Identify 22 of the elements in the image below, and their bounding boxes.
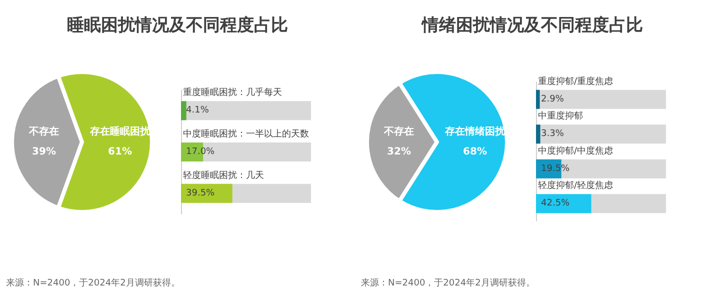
data-label: 39.5% bbox=[186, 188, 216, 198]
slice-label: 不存在 bbox=[383, 126, 414, 138]
data-label: 32% bbox=[387, 146, 411, 158]
y-tick-label: 重度抑郁/重度焦虑 bbox=[538, 76, 614, 87]
source-note: 来源：N=2400，于2024年2月调研获得。 bbox=[6, 278, 180, 288]
data-label: 61% bbox=[108, 146, 132, 158]
chart-title: 睡眠困扰情况及不同程度占比 bbox=[67, 16, 288, 36]
data-label: 2.9% bbox=[541, 94, 564, 104]
data-label: 39% bbox=[32, 146, 56, 158]
data-label: 3.3% bbox=[541, 129, 564, 140]
source-note: 来源：N=2400，于2024年2月调研获得。 bbox=[361, 278, 535, 288]
y-tick-label: 轻度抑郁/轻度焦虑 bbox=[538, 180, 614, 192]
y-tick-label: 中重度抑郁 bbox=[538, 110, 583, 122]
chart-title: 情绪困扰情况及不同程度占比 bbox=[421, 16, 643, 36]
y-tick-label: 中度抑郁/中度焦虑 bbox=[538, 145, 614, 156]
slice-label: 不存在 bbox=[28, 126, 59, 138]
data-label: 42.5% bbox=[541, 198, 570, 209]
data-label: 4.1% bbox=[186, 106, 210, 116]
data-label: 68% bbox=[463, 146, 487, 158]
y-tick-label: 轻度睡眠困扰：几天 bbox=[183, 170, 264, 181]
y-tick-label: 中度睡眠困扰：一半以上的天数 bbox=[183, 128, 309, 140]
y-tick-label: 重度睡眠困扰：几乎每天 bbox=[183, 87, 282, 98]
